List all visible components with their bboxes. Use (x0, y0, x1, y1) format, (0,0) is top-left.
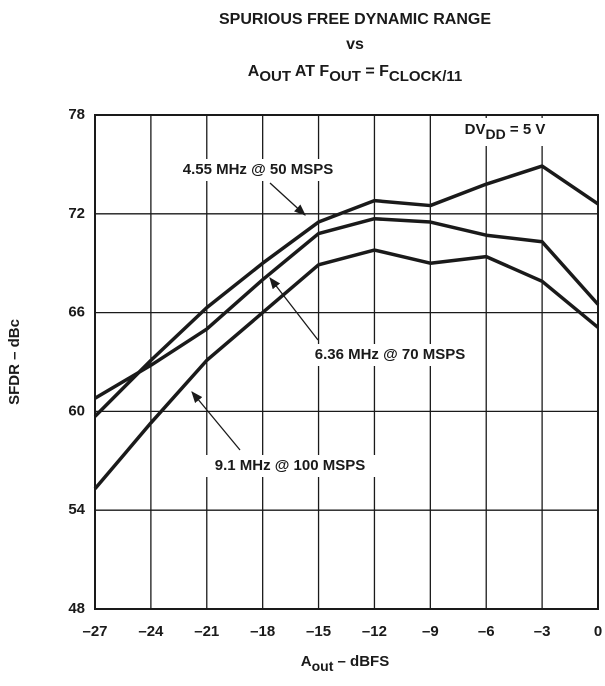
y-tick-label: 54 (68, 501, 85, 518)
y-tick-label: 60 (68, 402, 85, 419)
annotation-arrow (191, 391, 241, 451)
chart-title-part: = F (361, 63, 389, 80)
chart-title: AOUT AT FOUT = FCLOCK/11 (248, 63, 463, 85)
x-tick-label: –3 (534, 623, 551, 640)
label-bg (440, 118, 570, 146)
plot-frame (94, 114, 599, 610)
x-tick-label: –18 (250, 623, 275, 640)
x-tick-label: –27 (82, 623, 107, 640)
annotation-arrow (269, 277, 319, 341)
y-tick-label: 66 (68, 304, 85, 321)
x-tick-label: 0 (594, 623, 602, 640)
series-label: 6.36 MHz @ 70 MSPS (315, 346, 466, 363)
x-tick-label: –6 (478, 623, 495, 640)
x-tick-label: –24 (138, 623, 164, 640)
annotation-part: DD (486, 126, 506, 142)
label-bg (195, 455, 385, 477)
label-bg (163, 159, 353, 181)
y-tick-label: 78 (68, 106, 85, 123)
chart-title: vs (346, 36, 364, 53)
x-tick-label: –9 (422, 623, 439, 640)
x-tick-label: –15 (306, 623, 331, 640)
annotation-arrow (269, 182, 306, 216)
x-axis-label-part: out (312, 658, 334, 674)
series-line (93, 164, 599, 418)
series-line (93, 248, 600, 490)
chart-title-part: CLOCK/11 (389, 68, 462, 85)
x-tick-label: –21 (194, 623, 219, 640)
annotation-part: = 5 V (506, 121, 546, 138)
series-line (94, 216, 600, 400)
chart-title-part: AT F (291, 63, 329, 80)
chart-title-part: OUT (329, 68, 361, 85)
chart-title: SPURIOUS FREE DYNAMIC RANGE (219, 11, 491, 28)
y-tick-label: 72 (68, 205, 85, 222)
x-axis-label: Aout – dBFS (301, 653, 389, 674)
y-tick-label: 48 (68, 600, 85, 617)
label-bg (295, 344, 485, 366)
series-label: 9.1 MHz @ 100 MSPS (215, 457, 366, 474)
annotation: DVDD = 5 V (465, 121, 546, 142)
x-tick-label: –12 (362, 623, 387, 640)
x-axis-label-part: – dBFS (333, 653, 389, 670)
series-label: 4.55 MHz @ 50 MSPS (183, 161, 334, 178)
annotation-part: DV (465, 121, 486, 138)
y-axis-label: SFDR – dBc (6, 319, 23, 405)
chart-title-part: OUT (259, 68, 291, 85)
chart-title-part: A (248, 63, 260, 80)
x-axis-label-part: A (301, 653, 312, 670)
